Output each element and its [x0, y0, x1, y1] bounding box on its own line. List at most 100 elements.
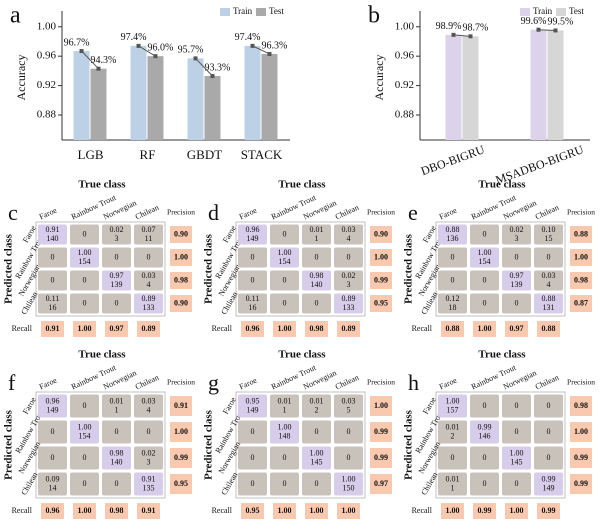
cell-count: 139 — [111, 280, 123, 289]
cell-ratio: 0 — [315, 298, 319, 307]
cell-count: 140 — [311, 280, 323, 289]
matrix-cell — [470, 247, 499, 268]
cell-ratio: 0 — [251, 427, 255, 436]
cell-ratio: 0 — [147, 252, 151, 261]
x-tick-label: STACK — [241, 147, 283, 162]
x-tick-label: RF — [140, 147, 156, 162]
y-axis-label: Accuracy — [14, 55, 28, 101]
recall-cell — [505, 321, 528, 337]
matrix-cell — [334, 224, 363, 245]
cell-count: 18 — [449, 303, 457, 312]
recall-cell — [441, 321, 464, 337]
connector — [195, 58, 213, 77]
cell-ratio: 0 — [515, 252, 519, 261]
precision-value: 0.87 — [574, 298, 588, 307]
cell-ratio: 0 — [483, 298, 487, 307]
precision-cell — [370, 396, 392, 416]
recall-value: 0.99 — [542, 506, 556, 515]
matrix-cell — [334, 472, 363, 496]
cell-count: 139 — [511, 280, 523, 289]
cell-ratio: 0 — [451, 275, 455, 284]
recall-value: 0.89 — [342, 324, 356, 333]
matrix-cell — [134, 224, 163, 245]
cell-ratio: 0 — [115, 479, 119, 488]
cell-ratio: 0.89 — [342, 294, 356, 303]
precision-cell — [370, 422, 392, 442]
bar — [147, 56, 164, 141]
marker — [267, 51, 272, 56]
cell-count: 4 — [147, 280, 151, 289]
bar — [530, 29, 547, 140]
recall-cell — [505, 503, 528, 519]
recall-value: 0.91 — [142, 506, 156, 515]
cell-ratio: 0.10 — [542, 225, 556, 234]
connector — [81, 50, 99, 70]
y-tick-label: 0.88 — [37, 109, 57, 121]
cell-count: 14 — [49, 483, 57, 492]
recall-cell — [305, 321, 328, 337]
matrix-cell — [470, 224, 499, 245]
matrix-cell — [38, 270, 67, 291]
value-label: 97.4% — [235, 32, 261, 43]
panel-label: h — [408, 370, 419, 395]
legend-label: Train — [533, 6, 553, 16]
recall-cell — [337, 321, 360, 337]
value-label: 96.7% — [64, 37, 90, 48]
precision-value: 1.00 — [374, 252, 388, 261]
cell-ratio: 0 — [83, 401, 87, 410]
matrix-title: True class — [478, 349, 526, 361]
matrix-title: True class — [78, 179, 126, 191]
precision-value: 0.99 — [574, 453, 588, 462]
precision-cell — [370, 226, 392, 243]
matrix-cell — [270, 446, 299, 470]
matrix-cell — [270, 270, 299, 291]
connector — [538, 29, 556, 31]
cell-ratio: 0 — [315, 252, 319, 261]
recall-label: Recall — [212, 506, 233, 515]
column-label: Chilean — [334, 373, 360, 392]
column-label: Chilean — [134, 203, 160, 222]
precision-value: 1.00 — [374, 401, 388, 410]
cell-count: 135 — [143, 483, 155, 492]
cell-count: 149 — [47, 405, 59, 414]
bar — [244, 45, 261, 140]
connector — [453, 34, 471, 37]
cell-count: 3 — [147, 457, 151, 466]
precision-cell — [370, 295, 392, 312]
precision-cell — [170, 448, 192, 468]
recall-value: 1.00 — [310, 506, 324, 515]
cell-count: 149 — [247, 405, 259, 414]
recall-cell — [137, 503, 160, 519]
recall-cell — [137, 321, 160, 337]
matrix-cell — [502, 224, 531, 245]
cell-ratio: 0 — [515, 298, 519, 307]
precision-value: 1.00 — [574, 427, 588, 436]
matrix-ylabel: Predicted class — [203, 409, 215, 479]
cell-count: 148 — [279, 431, 291, 440]
matrix-cell — [70, 472, 99, 496]
recall-cell — [105, 503, 128, 519]
x-tick-label: GBDT — [187, 147, 222, 162]
matrix-cell — [102, 224, 131, 245]
bar — [90, 68, 107, 140]
matrix-ylabel: Predicted class — [3, 409, 15, 479]
cell-ratio: 0.99 — [478, 422, 492, 431]
cell-ratio: 0 — [315, 427, 319, 436]
recall-value: 0.91 — [46, 324, 60, 333]
marker — [468, 34, 473, 39]
bar — [187, 58, 204, 140]
legend-swatch — [220, 8, 230, 16]
cell-count: 133 — [343, 303, 355, 312]
precision-value: 0.95 — [374, 298, 388, 307]
recall-cell — [305, 503, 328, 519]
matrix-cell — [38, 394, 67, 418]
matrix-cell — [334, 446, 363, 470]
column-label: Chilean — [534, 373, 560, 392]
bar — [204, 76, 221, 140]
matrix-cell — [238, 446, 267, 470]
precision-value: 0.88 — [574, 229, 588, 238]
cell-ratio: 0 — [51, 427, 55, 436]
cell-ratio: 0 — [51, 453, 55, 462]
precision-cell — [170, 474, 192, 494]
matrix-cell — [38, 293, 67, 314]
